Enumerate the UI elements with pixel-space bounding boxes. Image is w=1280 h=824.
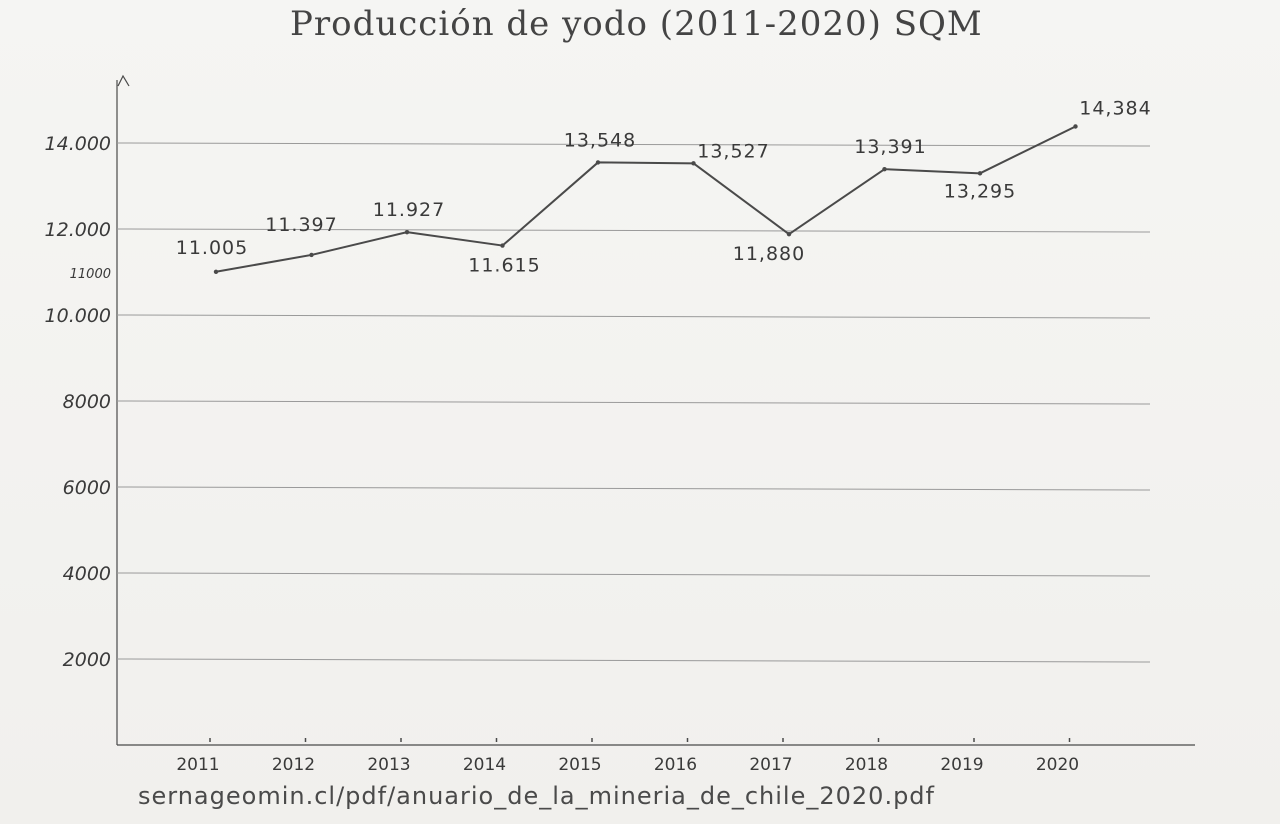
data-label: 13,548 — [564, 129, 636, 151]
grid-line — [116, 142, 1151, 147]
data-label: 11,880 — [733, 243, 805, 265]
x-tick-label: 2013 — [367, 755, 410, 775]
x-tick-label: 2018 — [845, 755, 888, 775]
y-tick-label: 10.000 — [45, 305, 111, 327]
y-tick-label: 8000 — [63, 391, 111, 413]
y-tick-label: 4000 — [63, 563, 111, 585]
data-point — [1073, 124, 1078, 129]
data-label: 11.927 — [373, 199, 445, 221]
data-point — [500, 243, 505, 248]
x-tick-label: 2016 — [654, 755, 697, 775]
x-tick-label: 2012 — [272, 755, 315, 775]
data-point — [691, 161, 696, 166]
grid-line — [116, 314, 1151, 319]
data-point — [404, 229, 410, 235]
data-point — [786, 231, 792, 237]
data-label: 13,391 — [854, 136, 926, 158]
grid-line — [116, 658, 1151, 663]
data-point — [977, 171, 983, 176]
grid-line — [116, 486, 1151, 491]
data-label: 11.005 — [176, 237, 248, 259]
data-point — [882, 166, 887, 172]
y-tick-label: 14.000 — [45, 133, 111, 155]
x-tick-label: 2020 — [1036, 755, 1079, 775]
x-tick-label: 2017 — [749, 755, 792, 775]
grid-line — [116, 228, 1151, 233]
data-label: 13,527 — [697, 140, 769, 162]
y-tick-label: 11000 — [70, 267, 111, 282]
data-point — [213, 269, 219, 274]
x-tick-label: 2019 — [940, 755, 983, 775]
x-tick-label: 2011 — [176, 755, 219, 775]
y-tick-label: 6000 — [63, 477, 111, 499]
x-tick-label: 2014 — [463, 755, 506, 775]
chart-title: Producción de yodo (2011-2020) SQM — [290, 4, 983, 44]
y-tick-label: 2000 — [63, 649, 111, 671]
data-point — [309, 252, 314, 258]
data-label: 13,295 — [944, 180, 1016, 202]
y-axis-arrow-icon — [117, 74, 130, 87]
y-tick-label: 12.000 — [45, 219, 111, 241]
x-tick-label: 2015 — [558, 755, 601, 775]
data-label: 14,384 — [1079, 97, 1151, 119]
source-citation: sernageomin.cl/pdf/anuario_de_la_mineria… — [138, 782, 935, 810]
data-label: 11.397 — [265, 214, 337, 236]
data-label: 11.615 — [468, 255, 540, 277]
grid-line — [116, 400, 1151, 405]
data-point — [595, 160, 601, 165]
grid-line — [116, 572, 1151, 577]
series-line — [215, 125, 1076, 273]
